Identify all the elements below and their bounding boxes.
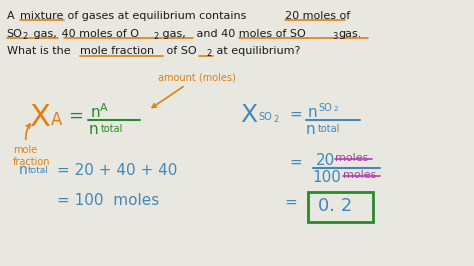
- Text: A: A: [51, 111, 62, 129]
- Text: 2: 2: [153, 32, 158, 40]
- Text: of SO: of SO: [163, 47, 197, 56]
- Text: 3: 3: [333, 32, 338, 40]
- Text: gas.: gas.: [339, 28, 362, 39]
- Text: A: A: [7, 11, 18, 21]
- Text: =: =: [69, 107, 83, 125]
- Text: SO: SO: [319, 103, 332, 113]
- Text: mixture: mixture: [19, 11, 63, 21]
- Text: A: A: [100, 103, 108, 113]
- Text: = 100  moles: = 100 moles: [56, 193, 159, 208]
- Text: 0. 2: 0. 2: [318, 197, 352, 215]
- Text: =: =: [285, 195, 298, 210]
- Text: 20 moles of: 20 moles of: [285, 11, 350, 21]
- Text: moles: moles: [343, 170, 376, 180]
- Text: = 20 + 40 + 40: = 20 + 40 + 40: [56, 163, 177, 178]
- Text: mole fraction: mole fraction: [81, 47, 155, 56]
- Text: X: X: [28, 103, 49, 132]
- Text: and 40 moles of SO: and 40 moles of SO: [193, 28, 306, 39]
- Text: n: n: [89, 122, 98, 137]
- Text: 40 moles of O: 40 moles of O: [57, 28, 138, 39]
- Text: n: n: [308, 105, 318, 120]
- Text: 2: 2: [23, 32, 28, 40]
- Text: What is the: What is the: [7, 47, 74, 56]
- Text: SO: SO: [258, 112, 272, 122]
- Text: X: X: [240, 103, 257, 127]
- Text: gas,: gas,: [29, 28, 56, 39]
- Text: 2: 2: [273, 115, 278, 124]
- Text: 100: 100: [313, 170, 342, 185]
- Text: at equilibrium?: at equilibrium?: [213, 47, 301, 56]
- Text: amount (moles): amount (moles): [152, 72, 236, 107]
- Text: total: total: [27, 166, 48, 175]
- Text: =: =: [290, 155, 302, 170]
- Text: moles: moles: [335, 153, 368, 163]
- Text: mole
fraction: mole fraction: [13, 124, 50, 167]
- Text: n: n: [18, 163, 27, 177]
- Text: total: total: [318, 124, 340, 134]
- Text: n: n: [91, 105, 100, 120]
- Text: 2: 2: [334, 106, 338, 112]
- Text: gas,: gas,: [159, 28, 186, 39]
- Text: n: n: [306, 122, 315, 137]
- Text: SO: SO: [7, 28, 23, 39]
- Text: =: =: [290, 107, 302, 122]
- Bar: [308, 192, 373, 222]
- Text: total: total: [100, 124, 123, 134]
- Text: 2: 2: [206, 49, 211, 59]
- Text: 20: 20: [316, 153, 335, 168]
- Text: of gases at equilibrium contains: of gases at equilibrium contains: [64, 11, 253, 21]
